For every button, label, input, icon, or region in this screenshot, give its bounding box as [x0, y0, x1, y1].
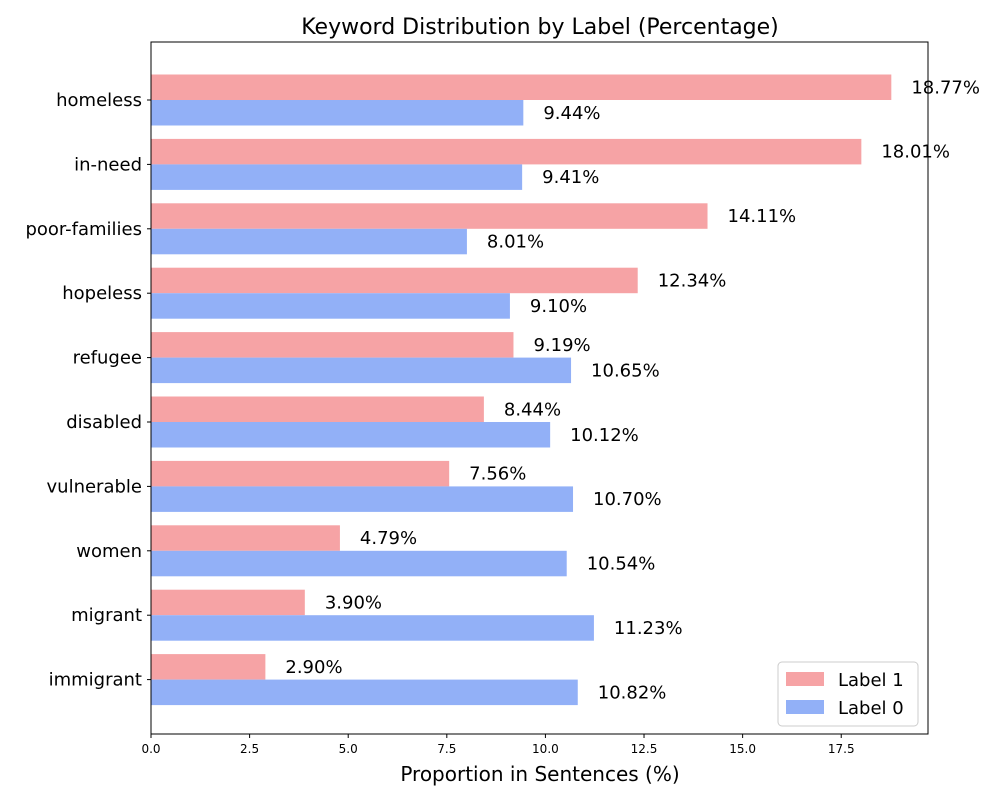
x-tick-label-2: 5.0	[339, 742, 358, 756]
data-label-label-1-vulnerable: 7.56%	[469, 464, 526, 485]
x-tick-label-3: 7.5	[437, 742, 456, 756]
bar-label-0-vulnerable	[151, 486, 574, 512]
data-label-label-0-refugee: 10.65%	[591, 360, 660, 381]
x-tick-label-1: 2.5	[240, 742, 259, 756]
data-label-label-1-disabled: 8.44%	[504, 399, 561, 420]
data-label-label-1-poor-families: 14.11%	[728, 206, 797, 227]
data-label-label-0-in-need: 9.41%	[542, 167, 599, 188]
data-label-label-1-in-need: 18.01%	[881, 142, 950, 163]
data-label-label-0-vulnerable: 10.70%	[593, 489, 662, 510]
chart-title: Keyword Distribution by Label (Percentag…	[301, 15, 779, 40]
y-axis: homeless in-need poor-families hopeless refu…	[25, 90, 151, 691]
bar-label-0-refugee	[151, 357, 572, 384]
bar-label-0-in-need	[151, 164, 523, 190]
data-label-label-0-poor-families: 8.01%	[487, 232, 544, 253]
plot-frame	[150, 41, 929, 735]
data-label-label-1-migrant: 3.90%	[325, 592, 382, 613]
data-label-label-0-migrant: 11.23%	[614, 618, 683, 639]
y-tick-label-vulnerable: vulnerable	[47, 476, 142, 497]
y-tick-label-hopeless: hopeless	[62, 283, 142, 304]
bar-label-0-immigrant	[151, 679, 578, 706]
data-label-label-1-refugee: 9.19%	[533, 335, 590, 356]
data-label-label-0-hopeless: 9.10%	[530, 296, 587, 317]
x-axis-label: Proportion in Sentences (%)	[400, 762, 679, 786]
data-label-label-1-hopeless: 12.34%	[658, 270, 727, 291]
bar-label-0-hopeless	[151, 293, 510, 319]
bar-label-1-in-need	[151, 138, 862, 165]
data-label-label-1-immigrant: 2.90%	[285, 657, 342, 678]
bar-label-0-disabled	[151, 422, 551, 448]
legend-label-label-1: Label 1	[838, 670, 904, 691]
data-label-label-0-homeless: 9.44%	[543, 103, 600, 124]
y-tick-label-homeless: homeless	[56, 90, 142, 111]
y-tick-label-in-need: in-need	[74, 154, 142, 175]
bar-label-1-hopeless	[151, 267, 638, 294]
legend: Label 1 Label 0	[777, 661, 919, 727]
bar-label-0-women	[151, 550, 567, 577]
bar-label-1-immigrant	[151, 654, 266, 680]
y-tick-label-migrant: migrant	[71, 605, 142, 626]
bar-label-0-poor-families	[151, 228, 467, 255]
y-tick-label-disabled: disabled	[66, 412, 142, 433]
legend-swatch-label-0	[786, 700, 824, 714]
x-tick-label-5: 12.5	[631, 742, 658, 756]
y-tick-label-refugee: refugee	[73, 348, 142, 369]
x-axis: 0.0 2.5 5.0 7.5 10.0 12.5 15.0 17.5	[141, 734, 855, 756]
bar-label-0-migrant	[151, 615, 594, 641]
bar-label-1-migrant	[151, 589, 305, 616]
x-tick-label-6: 15.0	[729, 742, 756, 756]
bar-label-1-women	[151, 525, 340, 551]
data-label-label-1-homeless: 18.77%	[911, 77, 980, 98]
bar-label-1-homeless	[151, 74, 892, 100]
x-tick-label-4: 10.0	[532, 742, 559, 756]
bar-label-0-homeless	[151, 100, 524, 126]
data-label-label-1-women: 4.79%	[360, 528, 417, 549]
value-labels-layer: 18.77% 9.44% 18.01% 9.41% 14.11% 8.01% 12.34% 9…	[285, 77, 980, 703]
y-tick-label-poor-families: poor-families	[25, 219, 142, 240]
y-tick-label-immigrant: immigrant	[49, 670, 142, 691]
bar-label-1-poor-families	[151, 203, 708, 229]
bar-label-1-refugee	[151, 332, 514, 358]
data-label-label-0-disabled: 10.12%	[570, 425, 639, 446]
bar-label-1-vulnerable	[151, 460, 450, 487]
y-tick-label-women: women	[76, 541, 142, 562]
data-label-label-0-immigrant: 10.82%	[598, 682, 667, 703]
bar-label-1-disabled	[151, 396, 484, 422]
data-label-label-0-women: 10.54%	[587, 554, 656, 575]
x-tick-label-7: 17.5	[828, 742, 855, 756]
legend-label-label-0: Label 0	[838, 698, 904, 719]
legend-swatch-label-1	[786, 672, 824, 686]
bars-layer	[151, 74, 892, 706]
x-tick-label-0: 0.0	[141, 742, 160, 756]
